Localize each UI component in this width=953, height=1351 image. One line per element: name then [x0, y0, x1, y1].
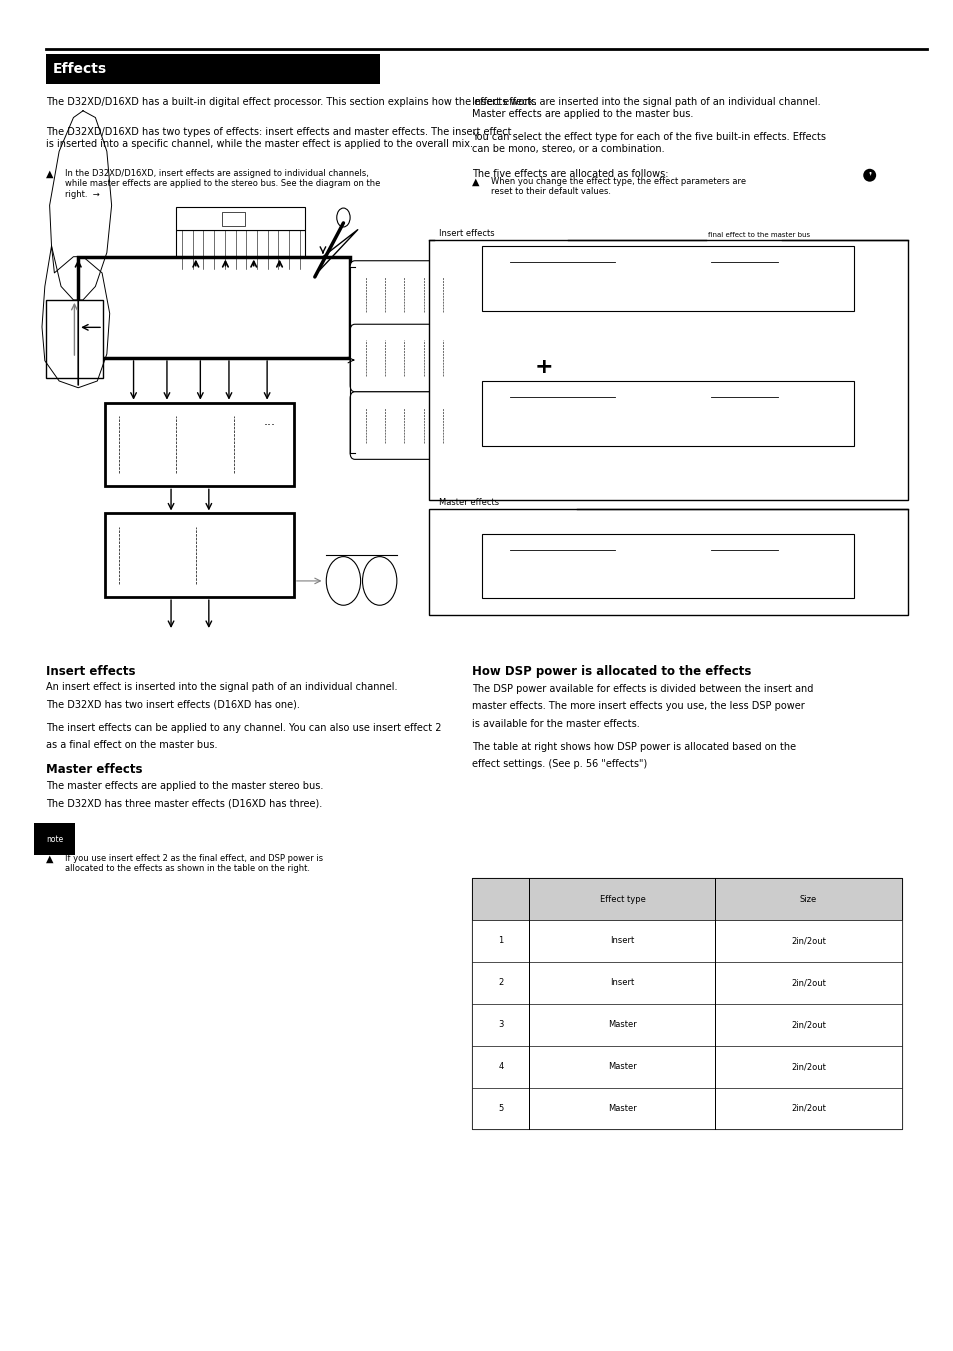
Text: ❜: ❜: [867, 170, 870, 180]
Text: 1: 1: [497, 936, 503, 946]
Text: Insert effects: Insert effects: [46, 665, 135, 678]
Bar: [78, 257, 350, 358]
Bar: [481, 534, 853, 598]
Bar: [472, 1046, 901, 1088]
Text: ▲: ▲: [472, 177, 479, 186]
Bar: [481, 381, 853, 446]
Text: The D32XD/D16XD has two types of effects: insert effects and master effects. The: The D32XD/D16XD has two types of effects…: [46, 127, 511, 149]
Bar: [481, 246, 853, 311]
Text: The D32XD/D16XD has a built-in digital effect processor. This section explains h: The D32XD/D16XD has a built-in digital e…: [46, 97, 537, 107]
Text: Size: Size: [799, 894, 817, 904]
Bar: [472, 1088, 901, 1129]
Text: If you use insert effect 2 as the final effect, and DSP power is
allocated to th: If you use insert effect 2 as the final …: [65, 854, 323, 873]
Text: 2in/2out: 2in/2out: [790, 1062, 825, 1071]
Text: The five effects are allocated as follows:: The five effects are allocated as follow…: [472, 169, 668, 178]
Polygon shape: [42, 246, 110, 388]
Bar: [105, 513, 294, 597]
Bar: [472, 962, 901, 1004]
Text: The table at right shows how DSP power is allocated based on the: The table at right shows how DSP power i…: [472, 742, 796, 751]
Text: ▲: ▲: [46, 854, 53, 863]
Bar: [46, 54, 379, 84]
Text: is available for the master effects.: is available for the master effects.: [472, 719, 639, 728]
Text: 2: 2: [497, 978, 503, 988]
Text: Insert effects: Insert effects: [438, 228, 494, 238]
Text: as a final effect on the master bus.: as a final effect on the master bus.: [46, 740, 217, 750]
Text: The DSP power available for effects is divided between the insert and: The DSP power available for effects is d…: [472, 684, 813, 693]
Text: You can select the effect type for each of the five built-in effects. Effects
ca: You can select the effect type for each …: [472, 132, 825, 154]
Text: 2in/2out: 2in/2out: [790, 1104, 825, 1113]
Text: master effects. The more insert effects you use, the less DSP power: master effects. The more insert effects …: [472, 701, 804, 711]
Text: ···: ···: [264, 419, 275, 432]
Text: The insert effects can be applied to any channel. You can also use insert effect: The insert effects can be applied to any…: [46, 723, 441, 732]
Text: Insert effects are inserted into the signal path of an individual channel.
Maste: Insert effects are inserted into the sig…: [472, 97, 820, 119]
Text: When you change the effect type, the effect parameters are
reset to their defaul: When you change the effect type, the eff…: [491, 177, 745, 196]
Text: Effects: Effects: [52, 62, 107, 76]
Text: Master: Master: [607, 1062, 637, 1071]
Text: 4: 4: [497, 1062, 503, 1071]
Bar: [105, 403, 294, 486]
Text: The D32XD has three master effects (D16XD has three).: The D32XD has three master effects (D16X…: [46, 798, 322, 808]
Text: 3: 3: [497, 1020, 503, 1029]
Text: Effect type: Effect type: [598, 894, 645, 904]
Bar: [472, 878, 901, 920]
Text: The master effects are applied to the master stereo bus.: The master effects are applied to the ma…: [46, 781, 323, 790]
Text: Master effects: Master effects: [438, 497, 498, 507]
FancyBboxPatch shape: [350, 261, 469, 328]
Text: final effect to the master bus: final effect to the master bus: [707, 232, 809, 238]
Text: Master effects: Master effects: [46, 763, 142, 777]
Bar: [221, 212, 245, 227]
Text: +: +: [534, 358, 553, 377]
Text: Master: Master: [607, 1020, 637, 1029]
Text: Insert: Insert: [610, 978, 634, 988]
Bar: [429, 240, 907, 500]
Text: note: note: [46, 835, 63, 844]
Text: ▲: ▲: [46, 169, 53, 178]
Text: How DSP power is allocated to the effects: How DSP power is allocated to the effect…: [472, 665, 751, 678]
Text: The D32XD has two insert effects (D16XD has one).: The D32XD has two insert effects (D16XD …: [46, 700, 299, 709]
FancyBboxPatch shape: [350, 324, 469, 392]
Bar: [176, 230, 305, 269]
Text: Insert: Insert: [610, 936, 634, 946]
Text: effect settings. (See p. 56 "effects"): effect settings. (See p. 56 "effects"): [472, 759, 647, 769]
Text: 2in/2out: 2in/2out: [790, 936, 825, 946]
Bar: [46, 300, 103, 378]
Bar: [472, 878, 901, 1129]
Text: Master: Master: [607, 1104, 637, 1113]
Bar: [472, 1004, 901, 1046]
Text: An insert effect is inserted into the signal path of an individual channel.: An insert effect is inserted into the si…: [46, 682, 396, 692]
Bar: [472, 920, 901, 962]
FancyBboxPatch shape: [350, 392, 469, 459]
Text: 5: 5: [497, 1104, 503, 1113]
Text: In the D32XD/D16XD, insert effects are assigned to individual channels,
while ma: In the D32XD/D16XD, insert effects are a…: [65, 169, 380, 199]
Bar: [429, 509, 907, 615]
Text: 2in/2out: 2in/2out: [790, 1020, 825, 1029]
Text: 2in/2out: 2in/2out: [790, 978, 825, 988]
Bar: [176, 207, 305, 230]
